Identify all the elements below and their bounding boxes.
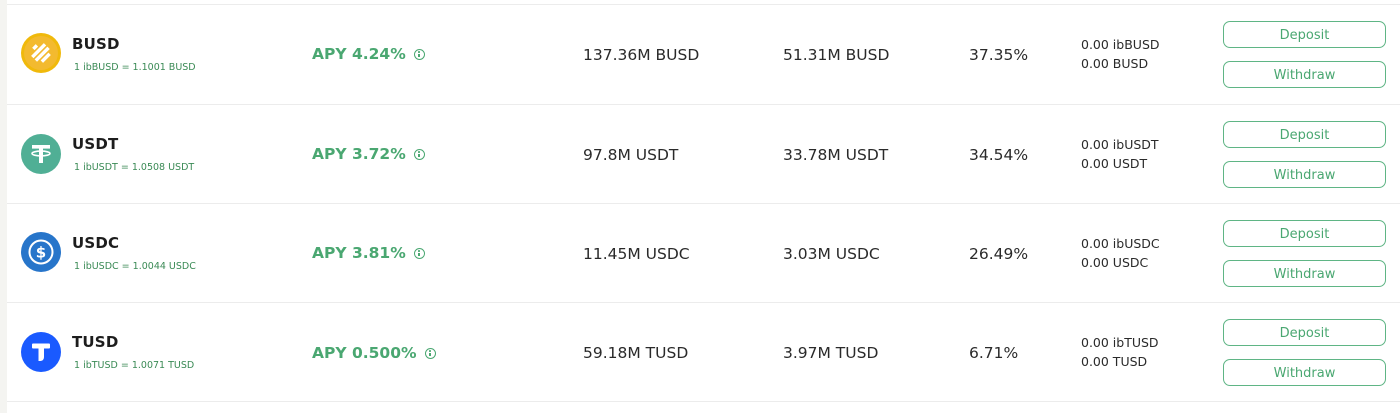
deposit-button[interactable]: Deposit xyxy=(1223,220,1386,247)
svg-text:$: $ xyxy=(36,244,46,262)
total-borrowed: 51.31M BUSD xyxy=(783,46,890,64)
total-supply: 97.8M USDT xyxy=(583,146,679,164)
apy-value: APY 4.24% xyxy=(312,45,425,63)
token-symbol: USDT xyxy=(72,135,119,153)
balance-token: 0.00 USDC xyxy=(1081,255,1149,270)
row-divider xyxy=(7,401,1400,402)
balance-ib-token: 0.00 ibTUSD xyxy=(1081,335,1159,350)
balance-token: 0.00 TUSD xyxy=(1081,354,1148,369)
utilization-rate: 37.35% xyxy=(969,46,1029,64)
withdraw-button[interactable]: Withdraw xyxy=(1223,260,1386,287)
token-symbol: BUSD xyxy=(72,35,120,53)
token-exchange-rate: 1 ibTUSD = 1.0071 TUSD xyxy=(74,360,195,371)
token-symbol: USDC xyxy=(72,234,120,252)
wallet-balance: 0.00 ibBUSD 0.00 BUSD xyxy=(1081,35,1160,73)
apy-value: APY 3.72% xyxy=(312,145,425,163)
total-supply: 11.45M USDC xyxy=(583,245,690,263)
apy-label: APY 0.500% xyxy=(312,344,417,362)
tusd-icon xyxy=(21,332,61,372)
lending-pools-table: BUSD 1 ibBUSD = 1.1001 BUSD APY 4.24% 13… xyxy=(7,0,1400,413)
row-divider xyxy=(7,104,1400,105)
token-exchange-rate: 1 ibBUSD = 1.1001 BUSD xyxy=(74,62,196,73)
token-symbol: TUSD xyxy=(72,333,119,351)
apy-value: APY 3.81% xyxy=(312,244,425,262)
deposit-button[interactable]: Deposit xyxy=(1223,121,1386,148)
usdt-icon xyxy=(21,134,61,174)
info-icon[interactable] xyxy=(413,148,425,160)
table-row[interactable]: $ USDC 1 ibUSDC = 1.0044 USDC APY 3.81% … xyxy=(7,204,1400,303)
deposit-button[interactable]: Deposit xyxy=(1223,319,1386,346)
table-row[interactable]: BUSD 1 ibBUSD = 1.1001 BUSD APY 4.24% 13… xyxy=(7,5,1400,104)
total-borrowed: 3.97M TUSD xyxy=(783,344,879,362)
page-gutter xyxy=(0,0,7,413)
apy-label: APY 3.72% xyxy=(312,145,406,163)
token-exchange-rate: 1 ibUSDC = 1.0044 USDC xyxy=(74,261,196,272)
apy-value: APY 0.500% xyxy=(312,344,436,362)
balance-token: 0.00 BUSD xyxy=(1081,56,1149,71)
utilization-rate: 26.49% xyxy=(969,245,1029,263)
apy-label: APY 3.81% xyxy=(312,244,406,262)
row-divider xyxy=(7,203,1400,204)
total-supply: 137.36M BUSD xyxy=(583,46,700,64)
deposit-button[interactable]: Deposit xyxy=(1223,21,1386,48)
wallet-balance: 0.00 ibUSDC 0.00 USDC xyxy=(1081,234,1160,272)
total-borrowed: 33.78M USDT xyxy=(783,146,889,164)
balance-ib-token: 0.00 ibUSDC xyxy=(1081,236,1160,251)
usdc-icon: $ xyxy=(21,232,61,272)
info-icon[interactable] xyxy=(413,247,425,259)
total-supply: 59.18M TUSD xyxy=(583,344,689,362)
utilization-rate: 34.54% xyxy=(969,146,1029,164)
total-borrowed: 3.03M USDC xyxy=(783,245,880,263)
row-divider xyxy=(7,4,1400,5)
apy-label: APY 4.24% xyxy=(312,45,406,63)
wallet-balance: 0.00 ibTUSD 0.00 TUSD xyxy=(1081,333,1159,371)
withdraw-button[interactable]: Withdraw xyxy=(1223,359,1386,386)
info-icon[interactable] xyxy=(413,48,425,60)
balance-ib-token: 0.00 ibBUSD xyxy=(1081,37,1160,52)
info-icon[interactable] xyxy=(424,347,436,359)
table-row[interactable]: TUSD 1 ibTUSD = 1.0071 TUSD APY 0.500% 5… xyxy=(7,303,1400,402)
wallet-balance: 0.00 ibUSDT 0.00 USDT xyxy=(1081,135,1159,173)
busd-icon xyxy=(21,33,61,73)
row-divider xyxy=(7,302,1400,303)
balance-token: 0.00 USDT xyxy=(1081,156,1148,171)
utilization-rate: 6.71% xyxy=(969,344,1019,362)
token-exchange-rate: 1 ibUSDT = 1.0508 USDT xyxy=(74,162,195,173)
withdraw-button[interactable]: Withdraw xyxy=(1223,61,1386,88)
withdraw-button[interactable]: Withdraw xyxy=(1223,161,1386,188)
balance-ib-token: 0.00 ibUSDT xyxy=(1081,137,1159,152)
table-row[interactable]: USDT 1 ibUSDT = 1.0508 USDT APY 3.72% 97… xyxy=(7,105,1400,204)
